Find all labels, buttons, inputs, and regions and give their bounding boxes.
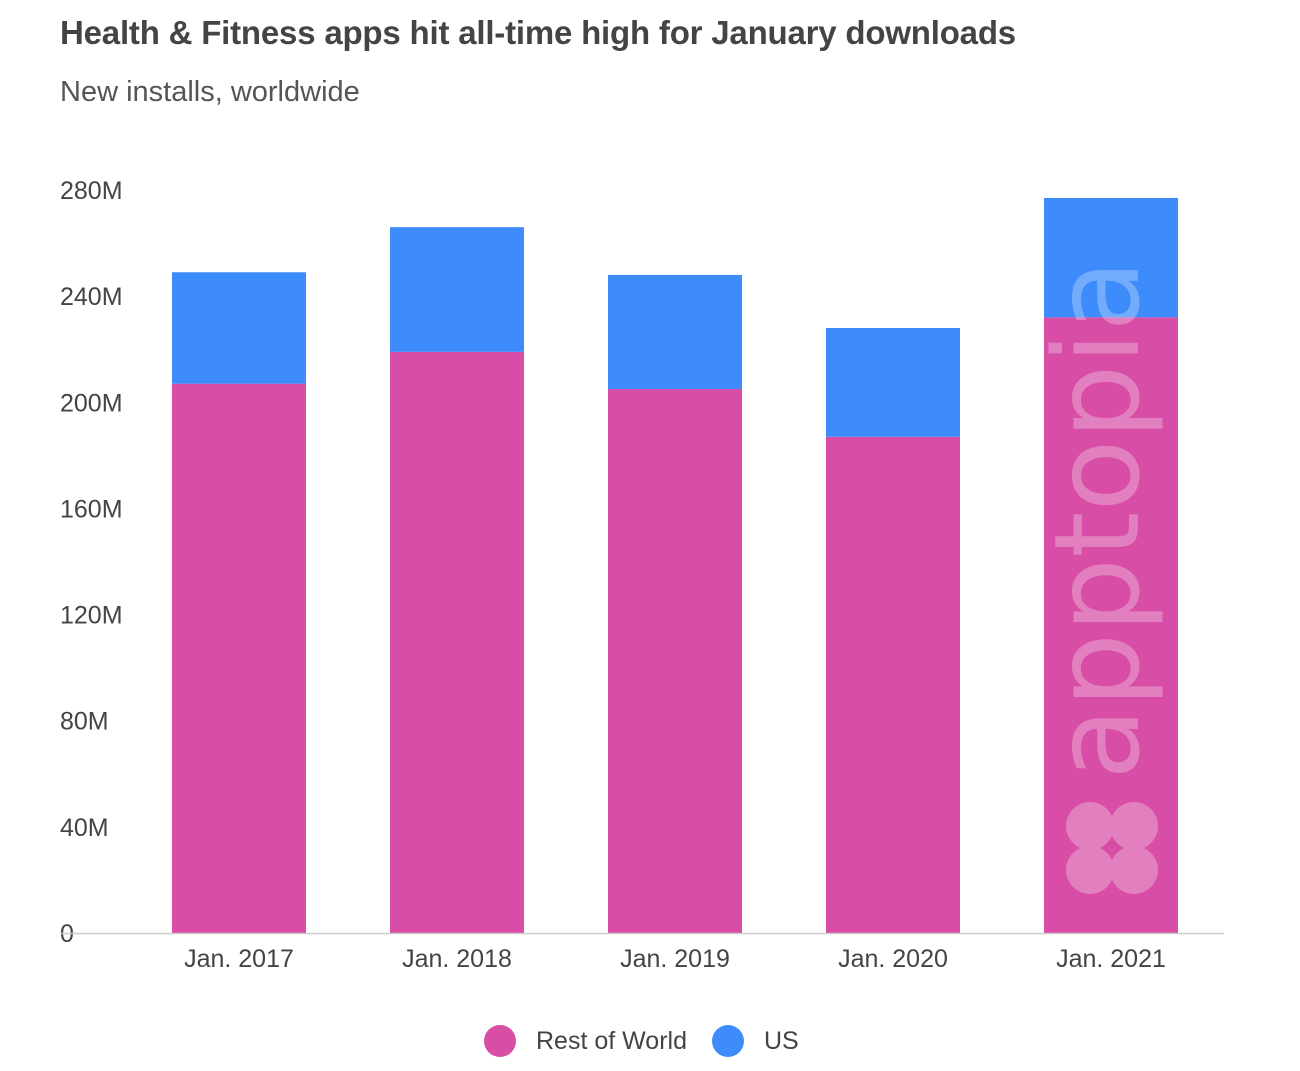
chart-subtitle: New installs, worldwide bbox=[60, 76, 360, 108]
bar-rest-of-world-jan-2018[interactable] bbox=[390, 351, 524, 933]
legend-label-us: US bbox=[764, 1026, 799, 1055]
y-tick-label: 240M bbox=[60, 283, 123, 311]
x-tick-label: Jan. 2018 bbox=[402, 945, 512, 973]
bars bbox=[172, 197, 1178, 934]
bar-rest-of-world-jan-2019[interactable] bbox=[608, 389, 742, 934]
bar-rest-of-world-jan-2017[interactable] bbox=[172, 383, 306, 934]
y-tick-label: 120M bbox=[60, 602, 123, 630]
bar-us-jan-2018[interactable] bbox=[390, 227, 524, 352]
legend-swatch-rest-of-world bbox=[484, 1025, 516, 1057]
apptopia-watermark: apptopia bbox=[1028, 259, 1166, 894]
legend-label-rest-of-world: Rest of World bbox=[536, 1026, 687, 1055]
legend-item-rest-of-world[interactable]: Rest of World bbox=[484, 1021, 687, 1061]
y-tick-label: 280M bbox=[60, 177, 123, 205]
x-tick-label: Jan. 2017 bbox=[184, 945, 294, 973]
x-tick-label: Jan. 2020 bbox=[838, 945, 948, 973]
x-axis: Jan. 2017 Jan. 2018 Jan. 2019 Jan. 2020 Jan.… bbox=[60, 932, 1224, 973]
legend-swatch-us bbox=[712, 1025, 744, 1057]
bar-us-jan-2020[interactable] bbox=[826, 327, 960, 437]
y-tick-label: 40M bbox=[60, 814, 109, 842]
legend: Rest of World US bbox=[0, 1021, 1300, 1061]
watermark-wordmark: apptopia bbox=[1028, 259, 1166, 780]
apptopia-logo-icon bbox=[1066, 802, 1158, 894]
chart-title: Health & Fitness apps hit all-time high … bbox=[60, 14, 1016, 51]
y-tick-label: 200M bbox=[60, 389, 123, 417]
y-tick-label: 80M bbox=[60, 708, 109, 736]
bar-us-jan-2019[interactable] bbox=[608, 274, 742, 390]
legend-item-us[interactable]: US bbox=[712, 1021, 799, 1061]
bar-rest-of-world-jan-2020[interactable] bbox=[826, 436, 960, 933]
bar-us-jan-2017[interactable] bbox=[172, 272, 306, 384]
bar-us-jan-2021[interactable] bbox=[1044, 197, 1178, 318]
x-tick-label: Jan. 2019 bbox=[620, 945, 730, 973]
y-tick-label: 160M bbox=[60, 495, 123, 523]
bar-rest-of-world-jan-2021[interactable] bbox=[1044, 317, 1178, 933]
x-tick-label: Jan. 2021 bbox=[1056, 945, 1166, 973]
